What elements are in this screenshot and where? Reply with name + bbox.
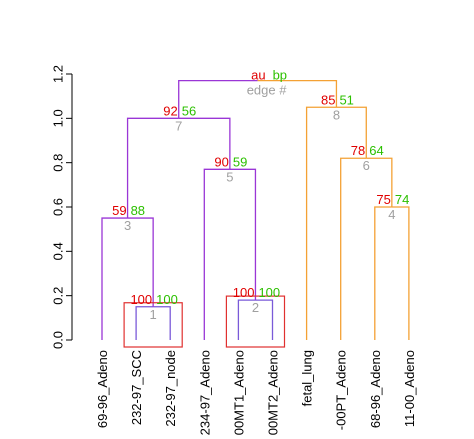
y-tick-label: 0.4 [51,242,66,260]
y-tick-label: 1.2 [51,65,66,83]
highlight-box [123,302,183,348]
branch [340,157,367,340]
branch [229,168,257,301]
au-value: 59 [112,203,126,218]
y-tick-label: 1.0 [51,109,66,127]
bp-value: 74 [395,192,409,207]
branch [178,80,258,119]
branch [237,299,256,340]
bp-value: 59 [233,154,247,169]
leaf-label: 00MT2_Adeno [266,350,281,435]
bp-value: 51 [339,92,353,107]
leaf-label: 234-97_Adeno [197,350,212,435]
bp-value: 56 [182,103,196,118]
bp-value: 100 [156,292,178,307]
edge-number: 1 [150,307,157,322]
y-tick-label: 0.6 [51,198,66,216]
branch [178,117,231,170]
au-value: 90 [214,154,228,169]
au-value: 78 [351,143,365,158]
edge-number: 7 [175,118,182,133]
branch [101,217,128,340]
branch [127,217,154,307]
leaf-label: 69-96_Adeno [95,350,110,428]
leaf-label: -00PT_Adeno [334,350,349,430]
leaf-label: 232-97_SCC [129,350,144,425]
leaf-label: 11-00_Adeno [402,350,417,427]
y-axis: 0.0 0.2 0.4 0.6 0.8 1.0 1.2 [51,65,73,349]
highlight-boxes [123,295,286,348]
edge-number: 3 [124,218,131,233]
au-value: 75 [376,192,390,207]
y-tick-label: 0.2 [51,287,66,305]
bp-value: 100 [258,285,280,300]
branch [391,206,410,340]
leaf-label: fetal_lung [300,350,315,406]
branches [101,80,410,340]
au-value: 85 [321,92,335,107]
branch [203,168,230,340]
edge-number: 6 [363,158,370,173]
leaf-labels: 69-96_Adeno 232-97_SCC 232-97_node 234-97_A… [95,350,417,435]
leaf-label: 68-96_Adeno [368,350,383,428]
branch [366,157,393,207]
edge-number: 8 [333,107,340,122]
legend-au: au [251,68,265,83]
legend-edge: edge # [247,83,288,98]
leaf-label: 00MT1_Adeno [231,350,246,435]
au-value: 92 [163,103,177,118]
branch [135,306,154,340]
edge-number: 2 [252,300,259,315]
branch [126,117,179,219]
branch [255,299,274,340]
edge-number: 5 [226,169,233,184]
highlight-box [225,295,286,348]
branch [153,306,171,340]
y-tick-label: 0.0 [51,331,66,349]
legend-bp: bp [273,68,287,83]
branch [336,106,367,159]
edge-number: 4 [388,207,395,222]
branch [305,106,337,340]
au-value: 100 [130,292,152,307]
au-value: 100 [233,285,255,300]
bp-value: 64 [369,143,383,158]
branch [374,206,392,340]
leaf-label: 232-97_node [163,350,178,427]
y-tick-label: 0.8 [51,154,66,172]
branch [257,80,338,108]
bp-value: 88 [131,203,145,218]
